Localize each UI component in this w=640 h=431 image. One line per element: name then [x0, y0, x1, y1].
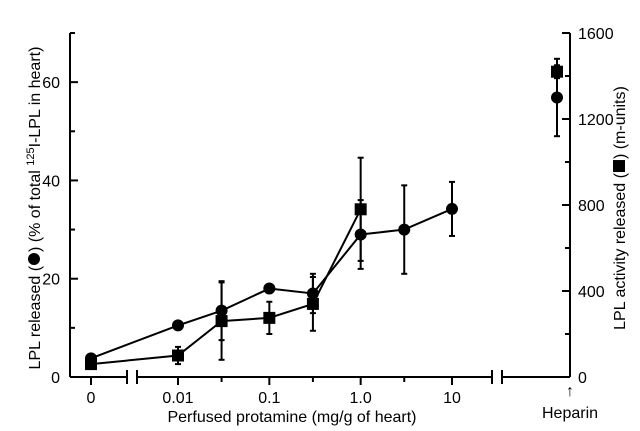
ticks: 0 20 40 60 0 400 800 1200 1600 0 0.01 0.1 1.0 10 [42, 26, 613, 407]
y-left-tick-label: 20 [42, 272, 60, 289]
circle-heparin-point [551, 91, 563, 104]
square-point [85, 358, 97, 371]
heparin-arrow-icon: ↑ [566, 383, 574, 400]
legend-square-symbol-group [613, 160, 625, 173]
square-point [172, 349, 184, 362]
y-right-title-part-1: LPL activity released ( [612, 172, 629, 329]
y-right-tick-label: 1600 [578, 26, 614, 43]
y-axis-right-title: LPL activity released ( ) (m-units) [612, 86, 629, 330]
x-tick-label: 0 [87, 390, 96, 407]
axes [69, 33, 571, 384]
square-point [354, 203, 367, 216]
y-right-tick-label: 1200 [578, 112, 614, 129]
square-point [215, 315, 228, 328]
x-tick-label: 1.0 [350, 390, 372, 407]
y-left-tick-label: 40 [42, 173, 60, 190]
legend-circle-symbol-group [28, 252, 40, 265]
square-series-line [90, 208, 362, 366]
y-right-tick-label: 800 [578, 198, 605, 215]
y-left-tick-label: 0 [51, 370, 60, 387]
square-heparin-point [551, 65, 563, 78]
y-axis-left-title: LPL released ( ) (% of total 125I-LPL in … [25, 47, 44, 370]
circle-series-line [90, 208, 453, 360]
legend-square-icon [613, 160, 625, 173]
y-left-title-part-2: ) (% of total [27, 166, 44, 252]
circle-point [263, 282, 276, 295]
y-right-tick-label: 0 [578, 370, 587, 387]
y-right-tick-label: 400 [578, 284, 605, 301]
x-tick-label: 0.01 [162, 390, 193, 407]
x-axis-title: Perfused protamine (mg/g of heart) [167, 409, 416, 426]
heparin-label: Heparin [542, 405, 598, 422]
legend-circle-icon [28, 252, 40, 265]
x-tick-label: 10 [443, 390, 461, 407]
y-left-title-part-1: LPL released ( [27, 265, 44, 369]
circle-point [172, 319, 184, 332]
y-left-title-superscript: 125 [25, 147, 37, 165]
y-left-title-part-3: I-LPL in heart) [27, 47, 44, 148]
circle-point [446, 202, 458, 215]
y-right-title-part-2: ) (m-units) [612, 86, 629, 159]
circle-point [398, 223, 411, 236]
series [85, 57, 563, 371]
x-tick-label: 0.1 [258, 390, 280, 407]
square-point [306, 297, 319, 310]
y-left-tick-label: 60 [42, 75, 60, 92]
square-point [263, 311, 276, 324]
